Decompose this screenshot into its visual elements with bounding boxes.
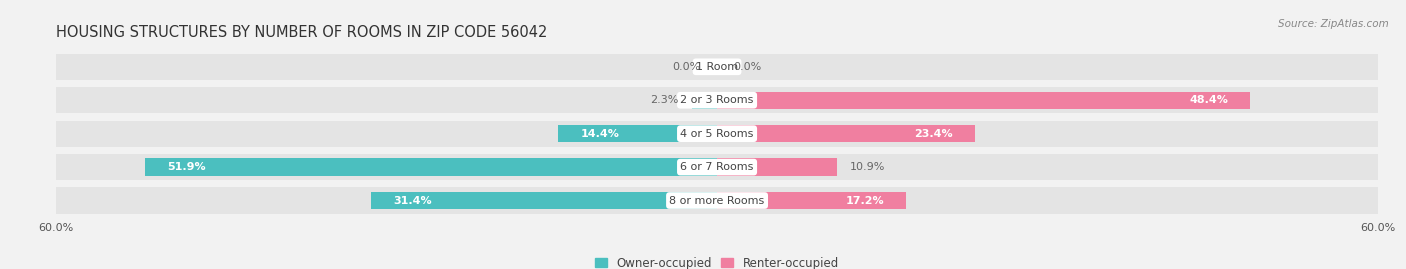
Bar	[717, 158, 837, 176]
Bar	[717, 125, 974, 142]
Text: 14.4%: 14.4%	[581, 129, 620, 139]
Text: 2.3%: 2.3%	[650, 95, 679, 105]
Text: 0.0%: 0.0%	[672, 62, 700, 72]
Bar	[56, 154, 1378, 180]
Bar	[56, 54, 1378, 80]
Bar	[717, 192, 907, 209]
Text: 31.4%: 31.4%	[394, 196, 432, 206]
Bar	[692, 91, 717, 109]
Text: Source: ZipAtlas.com: Source: ZipAtlas.com	[1278, 19, 1389, 29]
Bar	[717, 91, 1250, 109]
Bar	[56, 121, 1378, 147]
Text: 51.9%: 51.9%	[167, 162, 207, 172]
Bar	[56, 187, 1378, 214]
Text: 23.4%: 23.4%	[914, 129, 953, 139]
Bar	[371, 192, 717, 209]
Text: 48.4%: 48.4%	[1189, 95, 1227, 105]
Legend: Owner-occupied, Renter-occupied: Owner-occupied, Renter-occupied	[595, 257, 839, 269]
Text: 0.0%: 0.0%	[734, 62, 762, 72]
Text: 2 or 3 Rooms: 2 or 3 Rooms	[681, 95, 754, 105]
Text: 8 or more Rooms: 8 or more Rooms	[669, 196, 765, 206]
Text: 10.9%: 10.9%	[851, 162, 886, 172]
Bar	[145, 158, 717, 176]
Bar	[558, 125, 717, 142]
Text: HOUSING STRUCTURES BY NUMBER OF ROOMS IN ZIP CODE 56042: HOUSING STRUCTURES BY NUMBER OF ROOMS IN…	[56, 25, 547, 40]
Text: 1 Room: 1 Room	[696, 62, 738, 72]
Text: 4 or 5 Rooms: 4 or 5 Rooms	[681, 129, 754, 139]
Text: 6 or 7 Rooms: 6 or 7 Rooms	[681, 162, 754, 172]
Text: 17.2%: 17.2%	[846, 196, 884, 206]
Bar	[56, 87, 1378, 113]
